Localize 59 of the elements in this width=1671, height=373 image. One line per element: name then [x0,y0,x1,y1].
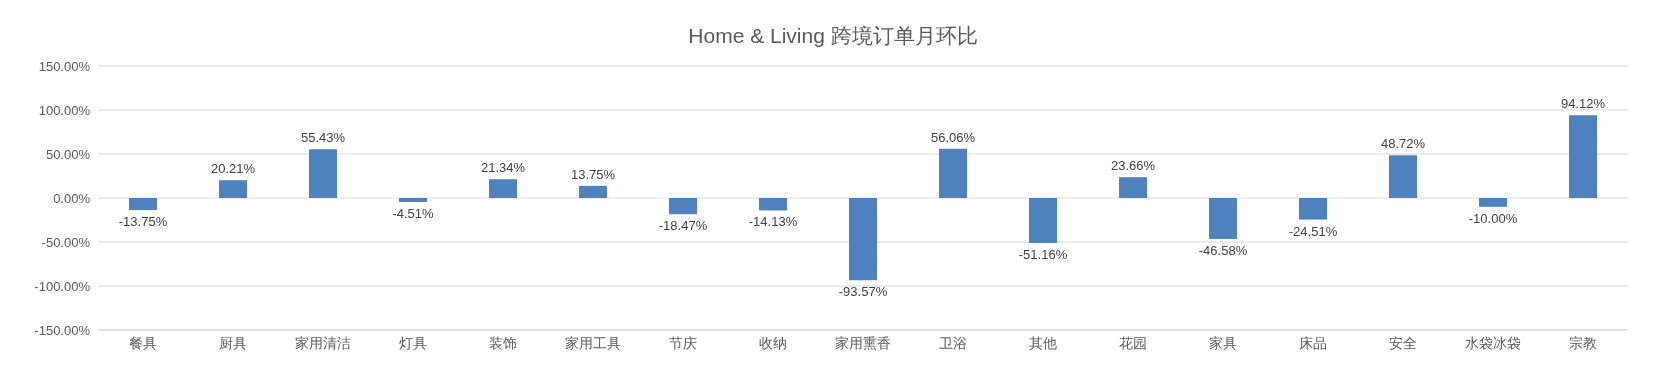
x-tick-label: 其他 [1029,334,1057,351]
x-tick-label: 灯具 [399,334,427,351]
bar [1029,198,1057,244]
bar [1299,198,1327,220]
data-label: 94.12% [1560,96,1606,112]
data-label: -51.16% [1018,247,1068,263]
data-label: 48.72% [1380,136,1426,152]
bar [309,149,337,198]
x-tick-label: 宗教 [1569,334,1597,351]
data-label: 13.75% [570,166,616,182]
y-tick-label: -50.00% [41,234,91,250]
bar [669,198,697,215]
y-tick-label: 100.00% [38,102,91,118]
x-tick-label: 装饰 [489,334,517,351]
x-tick-label: 家用工具 [565,334,621,351]
data-label: -93.57% [838,284,888,300]
x-tick-label: 卫浴 [939,334,967,351]
bar [1119,177,1147,198]
bar [939,148,967,198]
data-label: 20.21% [210,161,256,177]
data-label: -13.75% [118,214,168,230]
x-tick-label: 家用清洁 [295,334,351,351]
y-tick-label: -100.00% [34,278,91,294]
x-tick-label: 花园 [1119,334,1147,351]
bar [1569,115,1597,198]
x-tick-label: 床品 [1299,334,1327,351]
x-tick-label: 节庆 [669,334,697,351]
data-label: 23.66% [1110,158,1156,174]
data-label: 21.34% [480,160,526,176]
x-tick-label: 安全 [1389,334,1417,351]
x-tick-label: 厨具 [219,334,247,351]
bar [1479,198,1507,207]
bar [399,198,427,202]
bar [579,185,607,198]
data-label: -4.51% [392,205,435,221]
data-label: 55.43% [300,130,346,146]
y-tick-label: 150.00% [38,58,91,74]
x-tick-label: 餐具 [129,334,157,351]
x-tick-label: 收纳 [759,334,787,351]
y-tick-label: 0.00% [53,190,91,206]
bar [129,198,157,211]
x-tick-label: 水袋冰袋 [1465,334,1521,351]
x-tick-label: 家具 [1209,334,1237,351]
bar [759,198,787,211]
y-tick-label: 50.00% [45,146,91,162]
y-tick-label: -150.00% [34,322,91,338]
data-label: 56.06% [930,129,976,145]
data-label: -24.51% [1288,223,1338,239]
chart-title: Home & Living 跨境订单月环比 [687,23,979,49]
x-tick-label: 家用熏香 [835,334,891,351]
data-label: -18.47% [658,218,708,234]
bar [849,198,877,281]
data-label: -46.58% [1198,242,1248,258]
bar [219,180,247,198]
data-label: -14.13% [748,214,798,230]
bar [1209,198,1237,239]
data-label: -10.00% [1468,210,1518,226]
bar [489,179,517,198]
bar [1389,155,1417,198]
